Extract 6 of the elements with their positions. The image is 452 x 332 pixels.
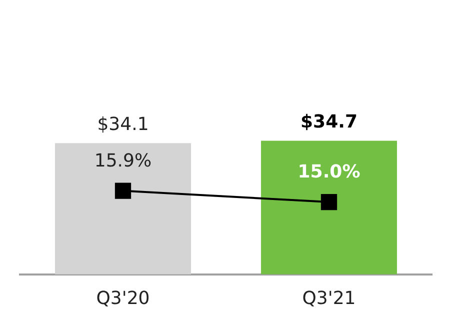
data-label: 15.9%	[94, 150, 152, 172]
x-tick-label: Q3'20	[96, 288, 150, 309]
x-tick-label: Q3'21	[302, 288, 356, 309]
data-label: 15.0%	[298, 162, 360, 183]
data-label: $34.1	[97, 114, 149, 135]
data-label: $34.7	[300, 111, 358, 132]
